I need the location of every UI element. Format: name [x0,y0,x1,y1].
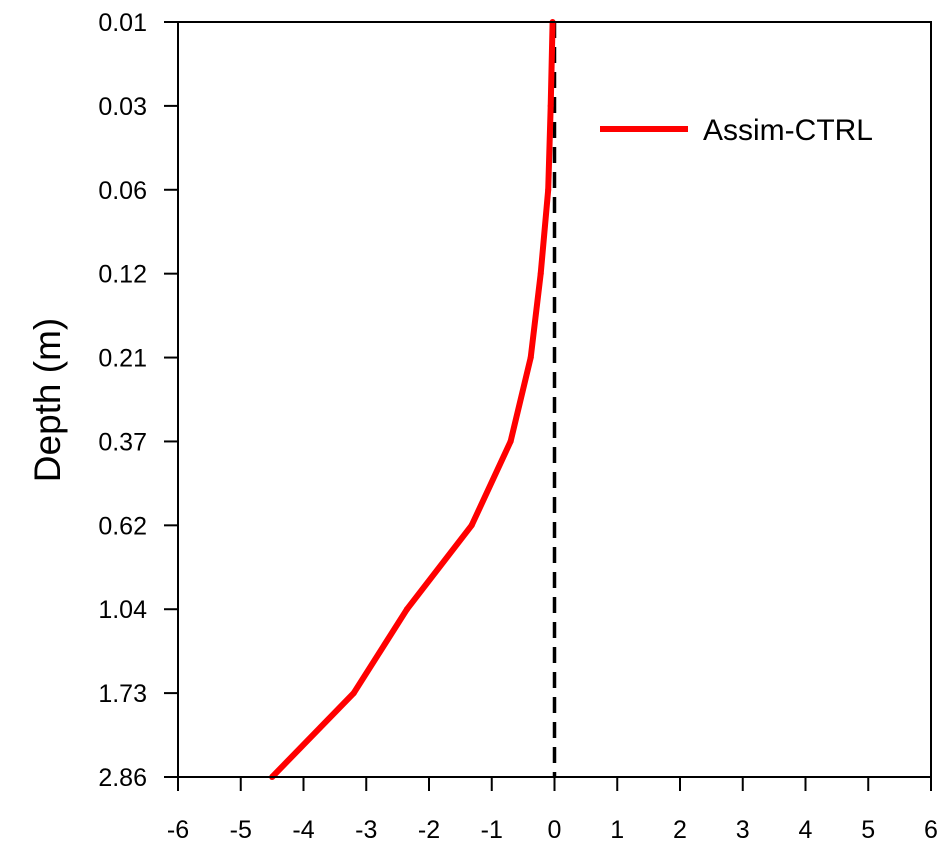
x-tick-label: 1 [610,816,624,844]
x-tick-label: -1 [481,816,503,844]
x-tick-label: 3 [736,816,750,844]
y-tick-label: 0.37 [98,428,147,456]
x-tick-label: 2 [673,816,687,844]
y-tick-label: 0.12 [98,261,147,289]
x-tick-label: -5 [230,816,252,844]
x-tick-label: 6 [924,816,938,844]
x-tick-label: -3 [355,816,377,844]
series-line-assim-ctrl [269,21,556,780]
data-point [527,354,534,361]
x-tick-label: 0 [548,816,562,844]
x-axis-ticks: -6 -5 -4 -3 -2 -1 0 1 2 3 4 5 6 [167,777,938,844]
legend: Assim-CTRL [600,114,873,147]
data-point [468,522,475,529]
y-tick-label: 1.73 [98,680,147,708]
data-point [545,186,552,193]
y-axis-title: Depth (m) [27,318,68,482]
series-layer [269,19,556,780]
y-axis-ticks: 0.01 0.03 0.06 0.12 0.21 0.37 0.62 1.04 1.73 2.86 [98,9,178,792]
data-point [547,102,554,109]
legend-label-assim-ctrl: Assim-CTRL [703,114,873,147]
y-tick-label: 0.62 [98,512,147,540]
x-tick-label: -4 [292,816,314,844]
y-tick-label: 0.06 [98,177,147,205]
data-point [537,270,544,277]
data-point [350,690,357,697]
y-tick-label: 2.86 [98,764,147,792]
data-point [404,606,410,613]
y-tick-label: 0.21 [98,345,147,373]
data-point [507,438,514,445]
y-tick-label: 0.01 [98,9,147,37]
x-tick-label: -2 [418,816,440,844]
y-tick-label: 0.03 [98,93,147,121]
x-tick-label: -6 [167,816,189,844]
plot-frame [177,21,932,778]
x-tick-label: 4 [799,816,813,844]
y-tick-label: 1.04 [98,596,147,624]
x-tick-label: 5 [861,816,875,844]
